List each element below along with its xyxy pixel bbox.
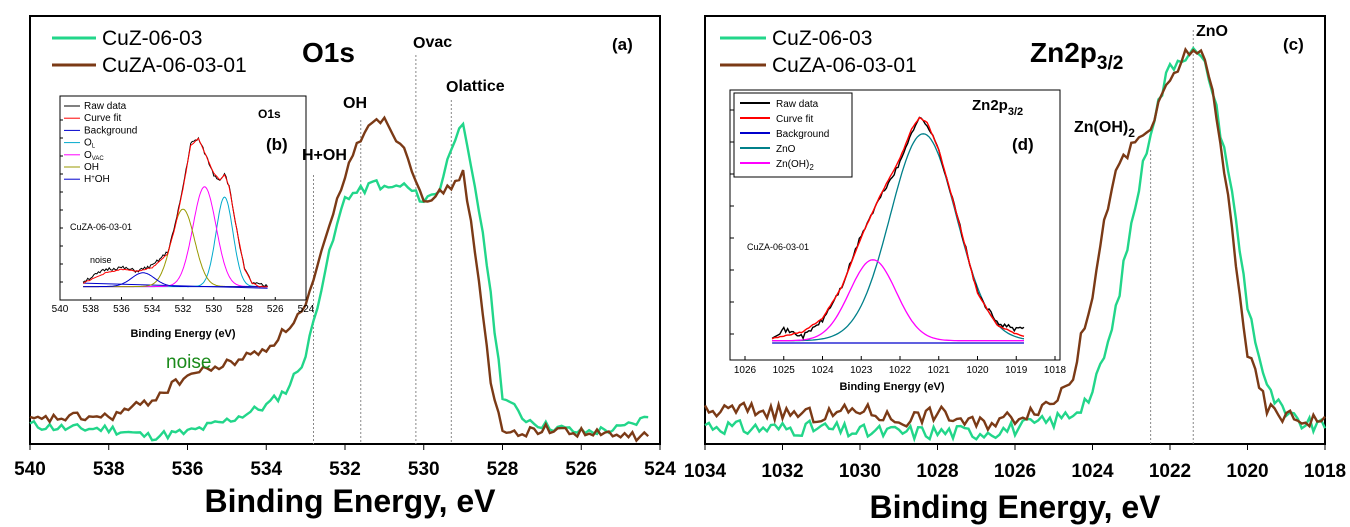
- inset-b-legend-label-6: H+OH: [84, 174, 110, 185]
- inset-b-legend-label-2: Background: [84, 125, 137, 136]
- series-c-0: [704, 46, 1327, 443]
- series-a-1: [29, 115, 650, 443]
- panel-label-c: (c): [1283, 35, 1304, 54]
- inset-b-ticklabel-0: 540: [52, 304, 69, 315]
- legend-c-label-1: CuZA-06-03-01: [772, 54, 917, 77]
- inset-d-series-1: [771, 116, 1025, 340]
- legend-c-label-0: CuZ-06-03: [772, 27, 872, 50]
- inset-b-noise: noise: [90, 255, 112, 265]
- a-x-ticklabel-5: 530: [408, 459, 440, 480]
- inset-d-ticklabel-2: 1024: [811, 365, 834, 376]
- a-x-ticklabel-4: 532: [329, 459, 361, 480]
- panel-b-frame: [59, 95, 307, 301]
- title-o1s: O1s: [302, 37, 355, 68]
- ann-oh: OH: [343, 95, 367, 112]
- inset-b-component-3: [83, 272, 268, 288]
- inset-d-ticklabel-5: 1021: [928, 365, 951, 376]
- a-x-ticklabel-6: 528: [487, 459, 519, 480]
- panel-label-a: (a): [612, 35, 633, 54]
- a-x-ticklabel-8: 524: [644, 459, 676, 480]
- inset-b-ticklabel-6: 528: [236, 304, 253, 315]
- a-x-ticklabel-0: 540: [14, 459, 46, 480]
- c-x-ticklabel-0: 1034: [684, 461, 727, 482]
- legend-a: CuZ-06-03 CuZA-06-03-01: [52, 27, 247, 77]
- inset-b-legend-label-5: OH: [84, 162, 99, 173]
- ann-h-oh: H+OH: [302, 147, 347, 164]
- inset-d-ticklabel-1: 1025: [773, 365, 796, 376]
- a-x-ticklabel-3: 534: [250, 459, 282, 480]
- inset-b-ticklabel-4: 532: [175, 304, 192, 315]
- inset-d-ticklabel-6: 1020: [966, 365, 989, 376]
- inset-b-series-1: [82, 137, 268, 288]
- ann-olattice: Olattice: [446, 78, 505, 96]
- xlabel-c: Binding Energy, eV: [870, 489, 1162, 525]
- inset-d-component-1: [772, 259, 1024, 342]
- inset-b-legend-label-0: Raw data: [84, 101, 127, 112]
- inset-b-ticklabel-8: 524: [298, 304, 315, 315]
- ann-ovac-sub: vac: [425, 34, 452, 51]
- legend-a-label-0: CuZ-06-03: [102, 27, 202, 50]
- series-c-1: [703, 46, 1326, 433]
- ann-noise: noise: [166, 352, 211, 373]
- inset-d-legend-label-2: Background: [776, 129, 829, 140]
- inset-b-ticklabel-2: 536: [113, 304, 130, 315]
- ann-ovac: Ovac: [413, 34, 452, 52]
- inset-d-xlabel: Binding Energy (eV): [839, 381, 944, 393]
- legend-a-label-1: CuZA-06-03-01: [102, 54, 247, 77]
- inset-b-legend-label-1: Curve fit: [84, 113, 121, 124]
- inset-d-ticklabel-4: 1022: [889, 365, 912, 376]
- inset-d-ticklabel-0: 1026: [734, 365, 757, 376]
- panel-label-b: (b): [266, 135, 288, 154]
- c-x-ticklabel-5: 1024: [1071, 461, 1114, 482]
- xlabel-a: Binding Energy, eV: [205, 483, 497, 519]
- legend-c: CuZ-06-03 CuZA-06-03-01: [720, 27, 917, 77]
- c-x-ticklabel-3: 1028: [916, 461, 958, 482]
- inset-b-background: [83, 282, 268, 289]
- series-a-0: [29, 121, 649, 442]
- inset-b-ticklabel-7: 526: [267, 304, 284, 315]
- c-x-ticklabel-1: 1032: [761, 461, 803, 482]
- inset-b-title: O1s: [258, 107, 281, 121]
- inset-d-ticklabel-7: 1019: [1005, 365, 1028, 376]
- inset-b-ticklabel-1: 538: [82, 304, 99, 315]
- inset-b-ticklabel-3: 534: [144, 304, 161, 315]
- inset-d-legend-label-0: Raw data: [776, 99, 819, 110]
- ann-olattice-sub: lattice: [458, 78, 504, 95]
- inset-d-ticklabel-8: 1018: [1044, 365, 1067, 376]
- inset-d-legend-label-3: ZnO: [776, 144, 796, 155]
- inset-b-xlabel: Binding Energy (eV): [130, 328, 235, 340]
- inset-d-legend-label-4: Zn(OH)2: [776, 159, 814, 172]
- a-x-ticklabel-2: 536: [172, 459, 204, 480]
- title-zn2p-sub: 3/2: [1097, 53, 1123, 74]
- panel-label-d: (d): [1012, 135, 1034, 154]
- inset-d-ticklabel-3: 1023: [850, 365, 873, 376]
- a-x-ticklabel-7: 526: [565, 459, 597, 480]
- inset-d-sample: CuZA-06-03-01: [747, 242, 809, 252]
- inset-d-legend-label-1: Curve fit: [776, 114, 813, 125]
- inset-b-legend-label-3: OL: [84, 138, 96, 150]
- ann-zn-oh2: Zn(OH)2: [1074, 119, 1135, 140]
- inset-b-sample: CuZA-06-03-01: [70, 222, 132, 232]
- a-x-ticklabel-1: 538: [93, 459, 125, 480]
- c-x-ticklabel-4: 1026: [994, 461, 1036, 482]
- title-zn2p: Zn2p3/2: [1030, 37, 1123, 74]
- c-x-ticklabel-8: 1018: [1304, 461, 1346, 482]
- inset-d-series-0: [771, 116, 1025, 341]
- ann-zno: ZnO: [1196, 23, 1228, 40]
- inset-d-title-sub: 3/2: [1008, 106, 1023, 118]
- c-x-ticklabel-7: 1020: [1226, 461, 1268, 482]
- ann-zn-oh2-sub: 2: [1128, 126, 1135, 140]
- inset-b-ticklabel-5: 530: [205, 304, 222, 315]
- c-x-ticklabel-2: 1030: [839, 461, 881, 482]
- c-x-ticklabel-6: 1022: [1149, 461, 1191, 482]
- inset-d-title: Zn2p3/2: [972, 97, 1023, 118]
